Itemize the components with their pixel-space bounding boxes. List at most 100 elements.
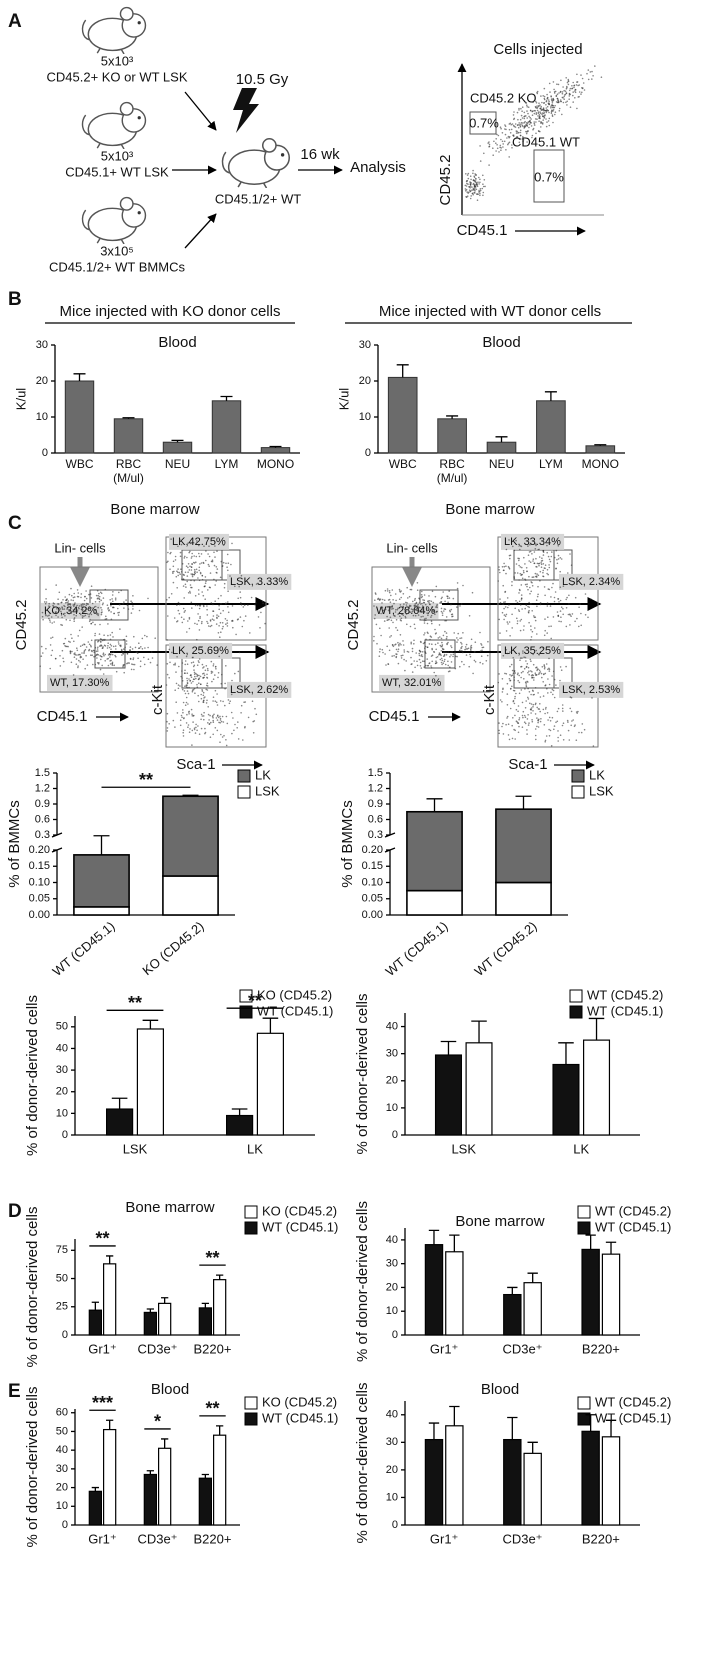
flow-event bbox=[498, 619, 500, 621]
flow-event bbox=[576, 74, 578, 76]
flow-event bbox=[217, 719, 219, 721]
bar bbox=[504, 1440, 521, 1525]
flow-event bbox=[570, 696, 572, 698]
flow-event bbox=[498, 151, 500, 153]
flow-event bbox=[173, 566, 175, 568]
flow-event bbox=[203, 606, 205, 608]
flow-event bbox=[216, 550, 218, 552]
flow-event bbox=[535, 616, 537, 618]
flow-event bbox=[535, 101, 537, 103]
flow-event bbox=[88, 616, 90, 618]
flow-event bbox=[184, 670, 186, 672]
flow-event bbox=[60, 611, 62, 613]
flow-event bbox=[225, 623, 227, 625]
flow-event bbox=[495, 138, 497, 140]
flow-event bbox=[240, 712, 242, 714]
flow-event bbox=[167, 713, 169, 715]
flow-event bbox=[583, 82, 585, 84]
flow-event bbox=[556, 83, 558, 85]
flow-event bbox=[425, 604, 427, 606]
flow-event bbox=[517, 132, 519, 134]
flow-event bbox=[103, 655, 105, 657]
flow-event bbox=[185, 586, 187, 588]
y-axis-label: % of donor-derived cells bbox=[24, 1207, 41, 1368]
flow-event bbox=[541, 560, 543, 562]
flow-event bbox=[534, 124, 536, 126]
flow-event bbox=[416, 606, 418, 608]
flow-event bbox=[384, 653, 386, 655]
flow-event bbox=[434, 609, 436, 611]
flow-event bbox=[467, 195, 469, 197]
flow-event bbox=[103, 634, 105, 636]
flow-event bbox=[527, 545, 529, 547]
flow-event bbox=[443, 610, 445, 612]
flow-event bbox=[188, 687, 190, 689]
flow-event bbox=[451, 614, 453, 616]
flow-title: Bone marrow bbox=[445, 501, 534, 518]
flow-event bbox=[156, 664, 158, 666]
flow-event bbox=[532, 706, 534, 708]
flow-event bbox=[110, 648, 112, 650]
flow-event bbox=[526, 125, 528, 127]
flow-event bbox=[382, 607, 384, 609]
flow-event bbox=[177, 568, 179, 570]
flow-event bbox=[83, 643, 85, 645]
flow-event bbox=[420, 603, 422, 605]
flow-event bbox=[113, 613, 115, 615]
flow-event bbox=[406, 604, 408, 606]
flow-event bbox=[221, 683, 223, 685]
flow-event bbox=[554, 601, 556, 603]
flow-event bbox=[431, 607, 433, 609]
flow-event bbox=[541, 109, 543, 111]
flow-event bbox=[511, 144, 513, 146]
flow-event bbox=[219, 741, 221, 743]
flow-event bbox=[130, 646, 132, 648]
flow-event bbox=[542, 572, 544, 574]
flow-event bbox=[139, 647, 141, 649]
flow-event bbox=[545, 673, 547, 675]
flow-event bbox=[232, 605, 234, 607]
flow-event bbox=[99, 624, 101, 626]
flow-event bbox=[198, 660, 200, 662]
flow-event bbox=[74, 596, 76, 598]
flow-event bbox=[179, 573, 181, 575]
flow-event bbox=[482, 195, 484, 197]
flow-event bbox=[562, 608, 564, 610]
flow-event bbox=[467, 648, 469, 650]
flow-event bbox=[529, 551, 531, 553]
flow-event bbox=[532, 631, 534, 633]
flow-event bbox=[210, 736, 212, 738]
flow-event bbox=[530, 647, 532, 649]
flow-event bbox=[105, 589, 107, 591]
bar-segment bbox=[496, 883, 551, 916]
flow-event bbox=[533, 121, 535, 123]
flow-event bbox=[393, 603, 395, 605]
x-tick-label: MONO bbox=[252, 457, 300, 471]
flow-event bbox=[518, 675, 520, 677]
flow-event bbox=[526, 110, 528, 112]
flow-event bbox=[456, 641, 458, 643]
flow-event bbox=[552, 102, 554, 104]
flow-event bbox=[550, 596, 552, 598]
flow-event bbox=[497, 580, 499, 582]
flow-event bbox=[208, 719, 210, 721]
flow-event bbox=[532, 560, 534, 562]
y-tick-label: 0 bbox=[392, 1519, 398, 1531]
flow-event bbox=[429, 662, 431, 664]
panel-header: Mice injected with WT donor cells bbox=[379, 303, 601, 320]
flow-event bbox=[541, 566, 543, 568]
flow-event bbox=[517, 674, 519, 676]
flow-event bbox=[110, 605, 112, 607]
flow-event bbox=[222, 628, 224, 630]
flow-event bbox=[202, 575, 204, 577]
flow-event bbox=[469, 615, 471, 617]
flow-event bbox=[465, 173, 467, 175]
y-tick-label: 1.5 bbox=[368, 767, 383, 779]
flow-event bbox=[203, 692, 205, 694]
flow-event bbox=[146, 636, 148, 638]
donor-count: 5x10³ bbox=[101, 53, 134, 68]
flow-event bbox=[451, 647, 453, 649]
flow-event bbox=[218, 616, 220, 618]
flow-event bbox=[112, 607, 114, 609]
flow-event bbox=[461, 603, 463, 605]
